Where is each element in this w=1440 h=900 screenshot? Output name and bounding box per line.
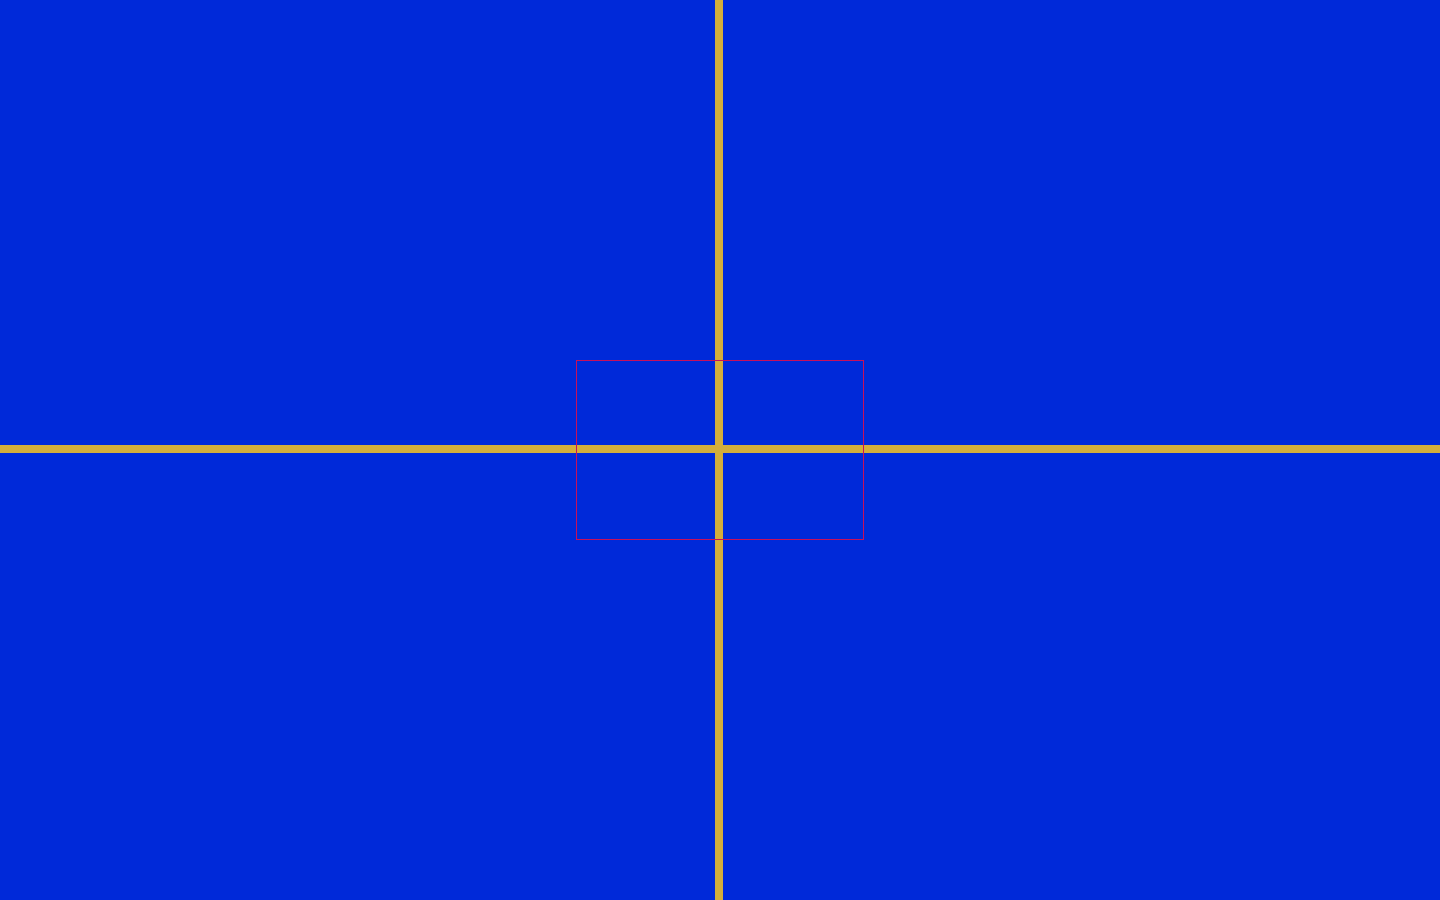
center-selection-frame — [576, 360, 864, 540]
horizontal-guide-line — [0, 445, 1440, 453]
